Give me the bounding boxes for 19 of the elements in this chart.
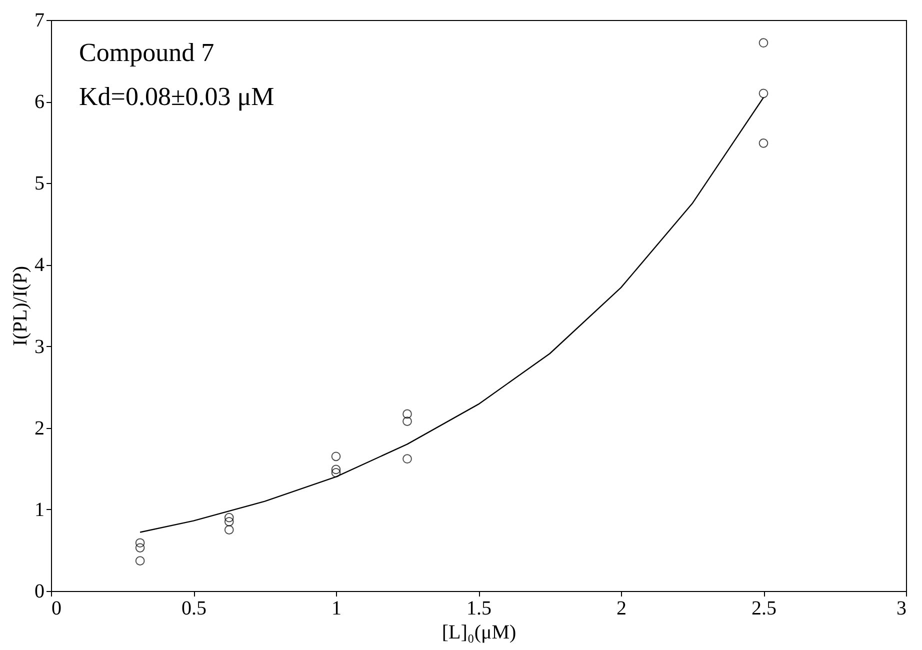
annotation: Kd=0.08±0.03 μM bbox=[79, 82, 274, 111]
y-tick-label: 3 bbox=[34, 336, 44, 358]
annotation: Compound 7 bbox=[79, 38, 214, 67]
x-tick-label: 1 bbox=[332, 598, 342, 620]
x-tick-label: 3 bbox=[896, 598, 906, 620]
y-tick-label: 1 bbox=[34, 498, 44, 521]
y-tick-label: 0 bbox=[34, 580, 44, 602]
y-tick-label: 4 bbox=[34, 254, 44, 276]
x-tick-label: 1.5 bbox=[466, 598, 492, 620]
y-tick-label: 6 bbox=[34, 91, 44, 114]
y-axis-title: I(PL)/I(P) bbox=[10, 266, 32, 346]
x-tick-label: 2 bbox=[616, 598, 626, 620]
x-axis-title: [L]₀(μM) bbox=[442, 622, 516, 644]
y-tick-label: 5 bbox=[34, 172, 44, 195]
y-tick-label: 7 bbox=[34, 10, 44, 32]
y-tick-label: 2 bbox=[34, 417, 44, 440]
x-tick-label: 2.5 bbox=[752, 598, 776, 620]
x-tick-label: 0.5 bbox=[182, 598, 206, 620]
x-tick-label: 0 bbox=[52, 598, 62, 620]
